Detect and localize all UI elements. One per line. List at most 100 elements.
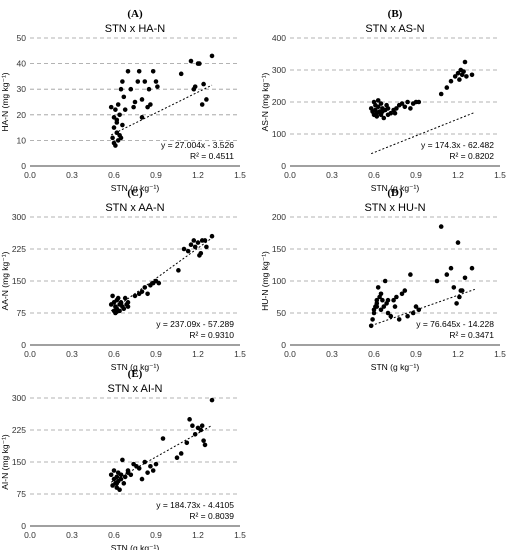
y-tick-label: 30 [17,84,27,94]
data-point [438,91,444,97]
x-tick-label: 1.2 [192,349,204,359]
data-point [199,423,205,429]
data-point [392,110,398,116]
data-point [455,70,461,76]
data-point [413,304,419,309]
data-point [195,240,201,245]
data-point [176,268,181,273]
x-axis-label: STN (g kg⁻¹) [111,362,160,372]
x-axis-label: STN (g kg⁻¹) [111,543,160,550]
y-tick-label: 0 [21,340,26,350]
data-point [209,53,215,59]
trendline [110,84,213,136]
y-tick-label: 10 [17,135,27,145]
data-point [448,78,454,84]
x-tick-label: 1.5 [234,170,246,180]
data-point [462,59,468,65]
chart-title: STN x AS-N [365,23,424,35]
data-point [120,457,125,463]
data-point [122,295,128,301]
regression-equation: y = 184.73x - 4.4105 [156,500,234,510]
data-point [457,294,462,300]
data-point [178,71,184,77]
data-point [405,313,410,319]
x-tick-label: 0.9 [150,170,162,180]
data-point [121,94,127,100]
data-point [114,117,120,123]
data-point [114,474,120,480]
y-tick-label: 0 [281,161,286,171]
data-point [190,423,195,429]
y-tick-label: 225 [12,244,26,254]
data-point [457,77,462,82]
x-tick-label: 0.3 [66,170,78,180]
x-tick-label: 1.5 [494,349,506,359]
data-point [148,463,153,469]
y-axis-label: AS-N (mg kg⁻¹) [260,72,270,131]
data-point [378,307,384,313]
y-tick-label: 300 [12,393,26,403]
data-point [444,85,450,90]
panel-label: (B) [388,8,403,20]
data-point [438,224,444,229]
data-point [120,79,125,84]
data-point [385,106,391,111]
trendline [110,237,213,312]
data-point [121,481,127,486]
data-point [111,125,117,130]
data-point [385,310,391,316]
chart-panel-2: (B) STN x AS-N 0 100 200 300 400 0.0 0.3 0.6 0.9 1.… [260,8,506,193]
data-point [410,310,416,316]
y-tick-label: 100 [272,129,286,139]
x-axis-label: STN (g kg⁻¹) [371,183,420,193]
data-point [370,317,375,322]
data-point [191,238,197,243]
data-point [396,317,402,322]
x-tick-label: 1.2 [192,170,204,180]
data-point [392,304,398,309]
data-point [192,244,198,250]
data-point [371,310,377,316]
data-point [374,297,380,303]
data-point [131,104,136,110]
data-point [375,104,381,110]
x-tick-label: 0.9 [150,530,162,540]
data-point [454,301,459,306]
x-tick-label: 1.5 [234,349,246,359]
data-point [402,288,408,293]
y-axis-label: AA-N (mg kg⁻¹) [0,251,10,310]
data-point [156,280,162,286]
x-tick-label: 0.0 [284,170,296,180]
y-tick-label: 100 [272,276,286,286]
data-point [469,72,475,78]
data-point [110,135,115,141]
data-point [459,288,465,293]
y-tick-label: 0 [281,340,286,350]
data-point [125,300,131,305]
y-tick-label: 50 [17,33,27,43]
y-tick-label: 0 [21,161,26,171]
data-point [448,265,454,271]
data-point [135,79,141,84]
data-point [451,285,457,290]
x-tick-label: 0.3 [66,530,78,540]
y-tick-label: 50 [277,308,287,318]
data-point [378,291,384,297]
data-point [108,472,114,478]
data-point [469,265,475,271]
data-point [125,68,131,74]
y-tick-label: 150 [12,457,26,467]
x-tick-label: 0.0 [24,349,36,359]
data-point [381,304,387,309]
data-point [209,233,215,239]
data-point [188,242,194,248]
data-point [444,272,450,277]
data-point [416,99,422,105]
data-point [461,69,466,74]
data-point [187,417,192,422]
data-point [199,102,205,107]
chart-panel-3: (C) STN x AA-N 0 75 150 225 300 0.0 0.3 0.6 0.9 1.2… [0,187,246,372]
y-tick-label: 200 [272,212,286,222]
x-axis-label: STN (g kg⁻¹) [111,183,160,193]
y-tick-label: 200 [272,97,286,107]
